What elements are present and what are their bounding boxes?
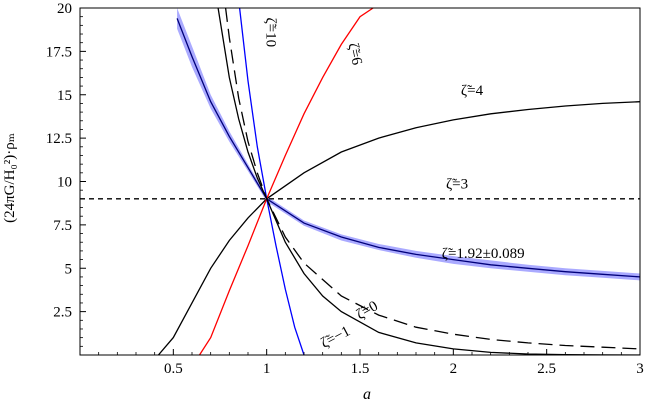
y-tick-label: 2.5 bbox=[53, 305, 72, 321]
y-tick-label: 12.5 bbox=[46, 131, 72, 147]
x-tick-label: 2.5 bbox=[537, 361, 556, 377]
series-label-4: ζ̃=4 bbox=[461, 83, 484, 99]
x-axis-label: a bbox=[363, 386, 371, 403]
y-tick-label: 17.5 bbox=[46, 44, 72, 60]
y-tick-label: 7.5 bbox=[53, 218, 72, 234]
y-axis-label: (24πG/H₀²)·ρₘ bbox=[2, 133, 18, 223]
series-line-3 bbox=[157, 101, 640, 355]
series-label-3: ζ̃=3 bbox=[446, 176, 468, 192]
series-line-6 bbox=[224, 8, 640, 350]
x-tick-label: 0.5 bbox=[164, 361, 183, 377]
series-label-1-92-0-089: ζ̃=1.92±0.089 bbox=[442, 246, 525, 262]
y-tick-label: 15 bbox=[57, 88, 72, 104]
series-line-7 bbox=[217, 8, 640, 355]
y-tick-label: 20 bbox=[57, 1, 72, 17]
series-line-1 bbox=[176, 18, 640, 278]
y-tick-label: 5 bbox=[65, 261, 73, 277]
y-tick-label: 10 bbox=[57, 175, 72, 191]
x-tick-label: 2 bbox=[450, 361, 458, 377]
series-line-5 bbox=[238, 8, 305, 355]
series-label-0: ζ̃=0 bbox=[354, 298, 381, 323]
confidence-band-layer bbox=[177, 8, 640, 281]
x-tick-label: 1 bbox=[263, 361, 271, 377]
series-layer bbox=[80, 8, 640, 355]
confidence-band bbox=[177, 8, 640, 281]
series-label-10: ζ̃=10 bbox=[263, 17, 279, 47]
x-tick-label: 3 bbox=[636, 361, 644, 377]
annotations-layer: ζ̃=4 ζ̃=3 ζ̃=1.92±0.089 ζ̃=6 ζ̃=10 ζ̃=0ζ̃=−1 bbox=[263, 17, 525, 351]
series-label-1: ζ̃=−1 bbox=[318, 323, 353, 352]
series-label-6: ζ̃=6 bbox=[344, 42, 364, 68]
series-line-4 bbox=[198, 8, 374, 355]
x-tick-label: 1.5 bbox=[351, 361, 370, 377]
ticks-layer: 0.5 1 1.5 2 2.5 3 2.5 5 7.5 10 12.5 15 17.5 20 bbox=[46, 1, 644, 377]
